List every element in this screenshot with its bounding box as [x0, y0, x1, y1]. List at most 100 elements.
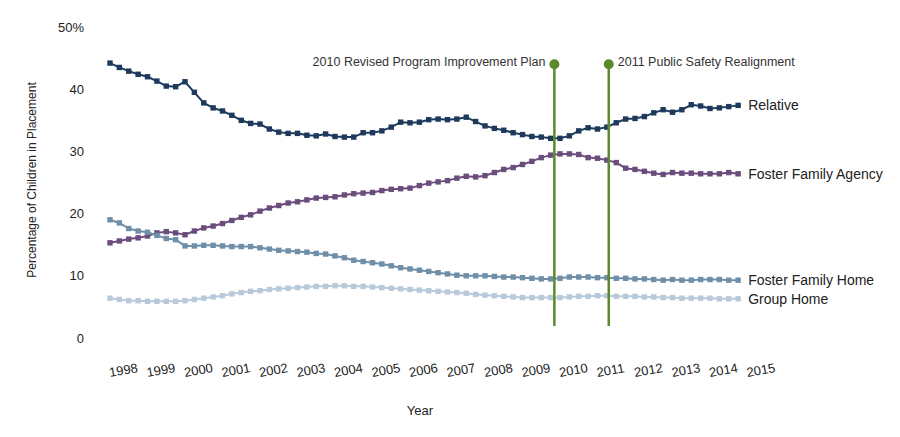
x-tick-label: 2005 [370, 360, 401, 380]
marker [201, 100, 206, 105]
y-tick-label: 10 [70, 268, 84, 283]
marker [689, 102, 694, 107]
marker [173, 84, 178, 89]
marker [735, 277, 740, 282]
marker [482, 173, 487, 178]
marker [454, 175, 459, 180]
marker [539, 155, 544, 160]
marker [389, 286, 394, 291]
marker [417, 287, 422, 292]
marker [164, 229, 169, 234]
marker [267, 126, 272, 131]
marker [351, 258, 356, 263]
marker [107, 240, 112, 245]
marker [304, 197, 309, 202]
series-label: Relative [748, 97, 799, 113]
marker [435, 289, 440, 294]
marker [257, 121, 262, 126]
marker [370, 190, 375, 195]
marker [304, 249, 309, 254]
marker [360, 284, 365, 289]
background [0, 0, 900, 437]
marker [295, 199, 300, 204]
marker [342, 134, 347, 139]
marker [501, 128, 506, 133]
marker [492, 274, 497, 279]
marker [548, 276, 553, 281]
x-tick-label: 2015 [745, 360, 776, 380]
marker [529, 276, 534, 281]
marker [370, 284, 375, 289]
series-line [110, 220, 738, 280]
marker [323, 131, 328, 136]
marker [117, 220, 122, 225]
marker [314, 133, 319, 138]
marker [595, 293, 600, 298]
marker [257, 245, 262, 250]
marker [210, 294, 215, 299]
marker [407, 185, 412, 190]
marker [435, 179, 440, 184]
marker [707, 295, 712, 300]
marker [173, 299, 178, 304]
y-tick-label: 0 [77, 331, 84, 346]
plot-area [107, 60, 741, 304]
x-axis-title: Year [407, 403, 434, 418]
marker [426, 180, 431, 185]
marker [285, 248, 290, 253]
marker [735, 296, 740, 301]
marker [660, 277, 665, 282]
marker [379, 188, 384, 193]
marker [679, 170, 684, 175]
marker [285, 131, 290, 136]
marker [276, 248, 281, 253]
marker [454, 116, 459, 121]
marker [623, 294, 628, 299]
annotation-dot [549, 59, 559, 69]
marker [501, 274, 506, 279]
x-tick-label: 2003 [295, 360, 326, 380]
marker [323, 251, 328, 256]
marker [576, 294, 581, 299]
marker [398, 265, 403, 270]
marker [267, 205, 272, 210]
marker [164, 299, 169, 304]
marker [117, 65, 122, 70]
marker [707, 277, 712, 282]
marker [351, 284, 356, 289]
marker [417, 268, 422, 273]
marker [239, 118, 244, 123]
marker [520, 295, 525, 300]
marker [707, 171, 712, 176]
x-tick-label: 2013 [670, 360, 701, 380]
marker [520, 132, 525, 137]
marker [342, 192, 347, 197]
marker [557, 151, 562, 156]
x-tick-label: 2010 [558, 360, 589, 380]
marker [229, 218, 234, 223]
marker [417, 183, 422, 188]
marker [726, 104, 731, 109]
marker [529, 134, 534, 139]
marker [698, 277, 703, 282]
marker [342, 283, 347, 288]
series-line [110, 286, 738, 302]
x-tick-label: 1998 [108, 360, 139, 380]
marker [379, 128, 384, 133]
marker [360, 130, 365, 135]
series-line [110, 63, 738, 138]
marker [501, 167, 506, 172]
marker [539, 276, 544, 281]
annotation-line [553, 64, 556, 326]
series-line [110, 154, 738, 243]
marker [426, 288, 431, 293]
marker [332, 253, 337, 258]
marker [445, 289, 450, 294]
marker [614, 276, 619, 281]
marker [248, 244, 253, 249]
y-tick-label: 40 [70, 82, 84, 97]
marker [510, 165, 515, 170]
marker [689, 170, 694, 175]
marker [595, 126, 600, 131]
x-tick-label: 2009 [520, 360, 551, 380]
